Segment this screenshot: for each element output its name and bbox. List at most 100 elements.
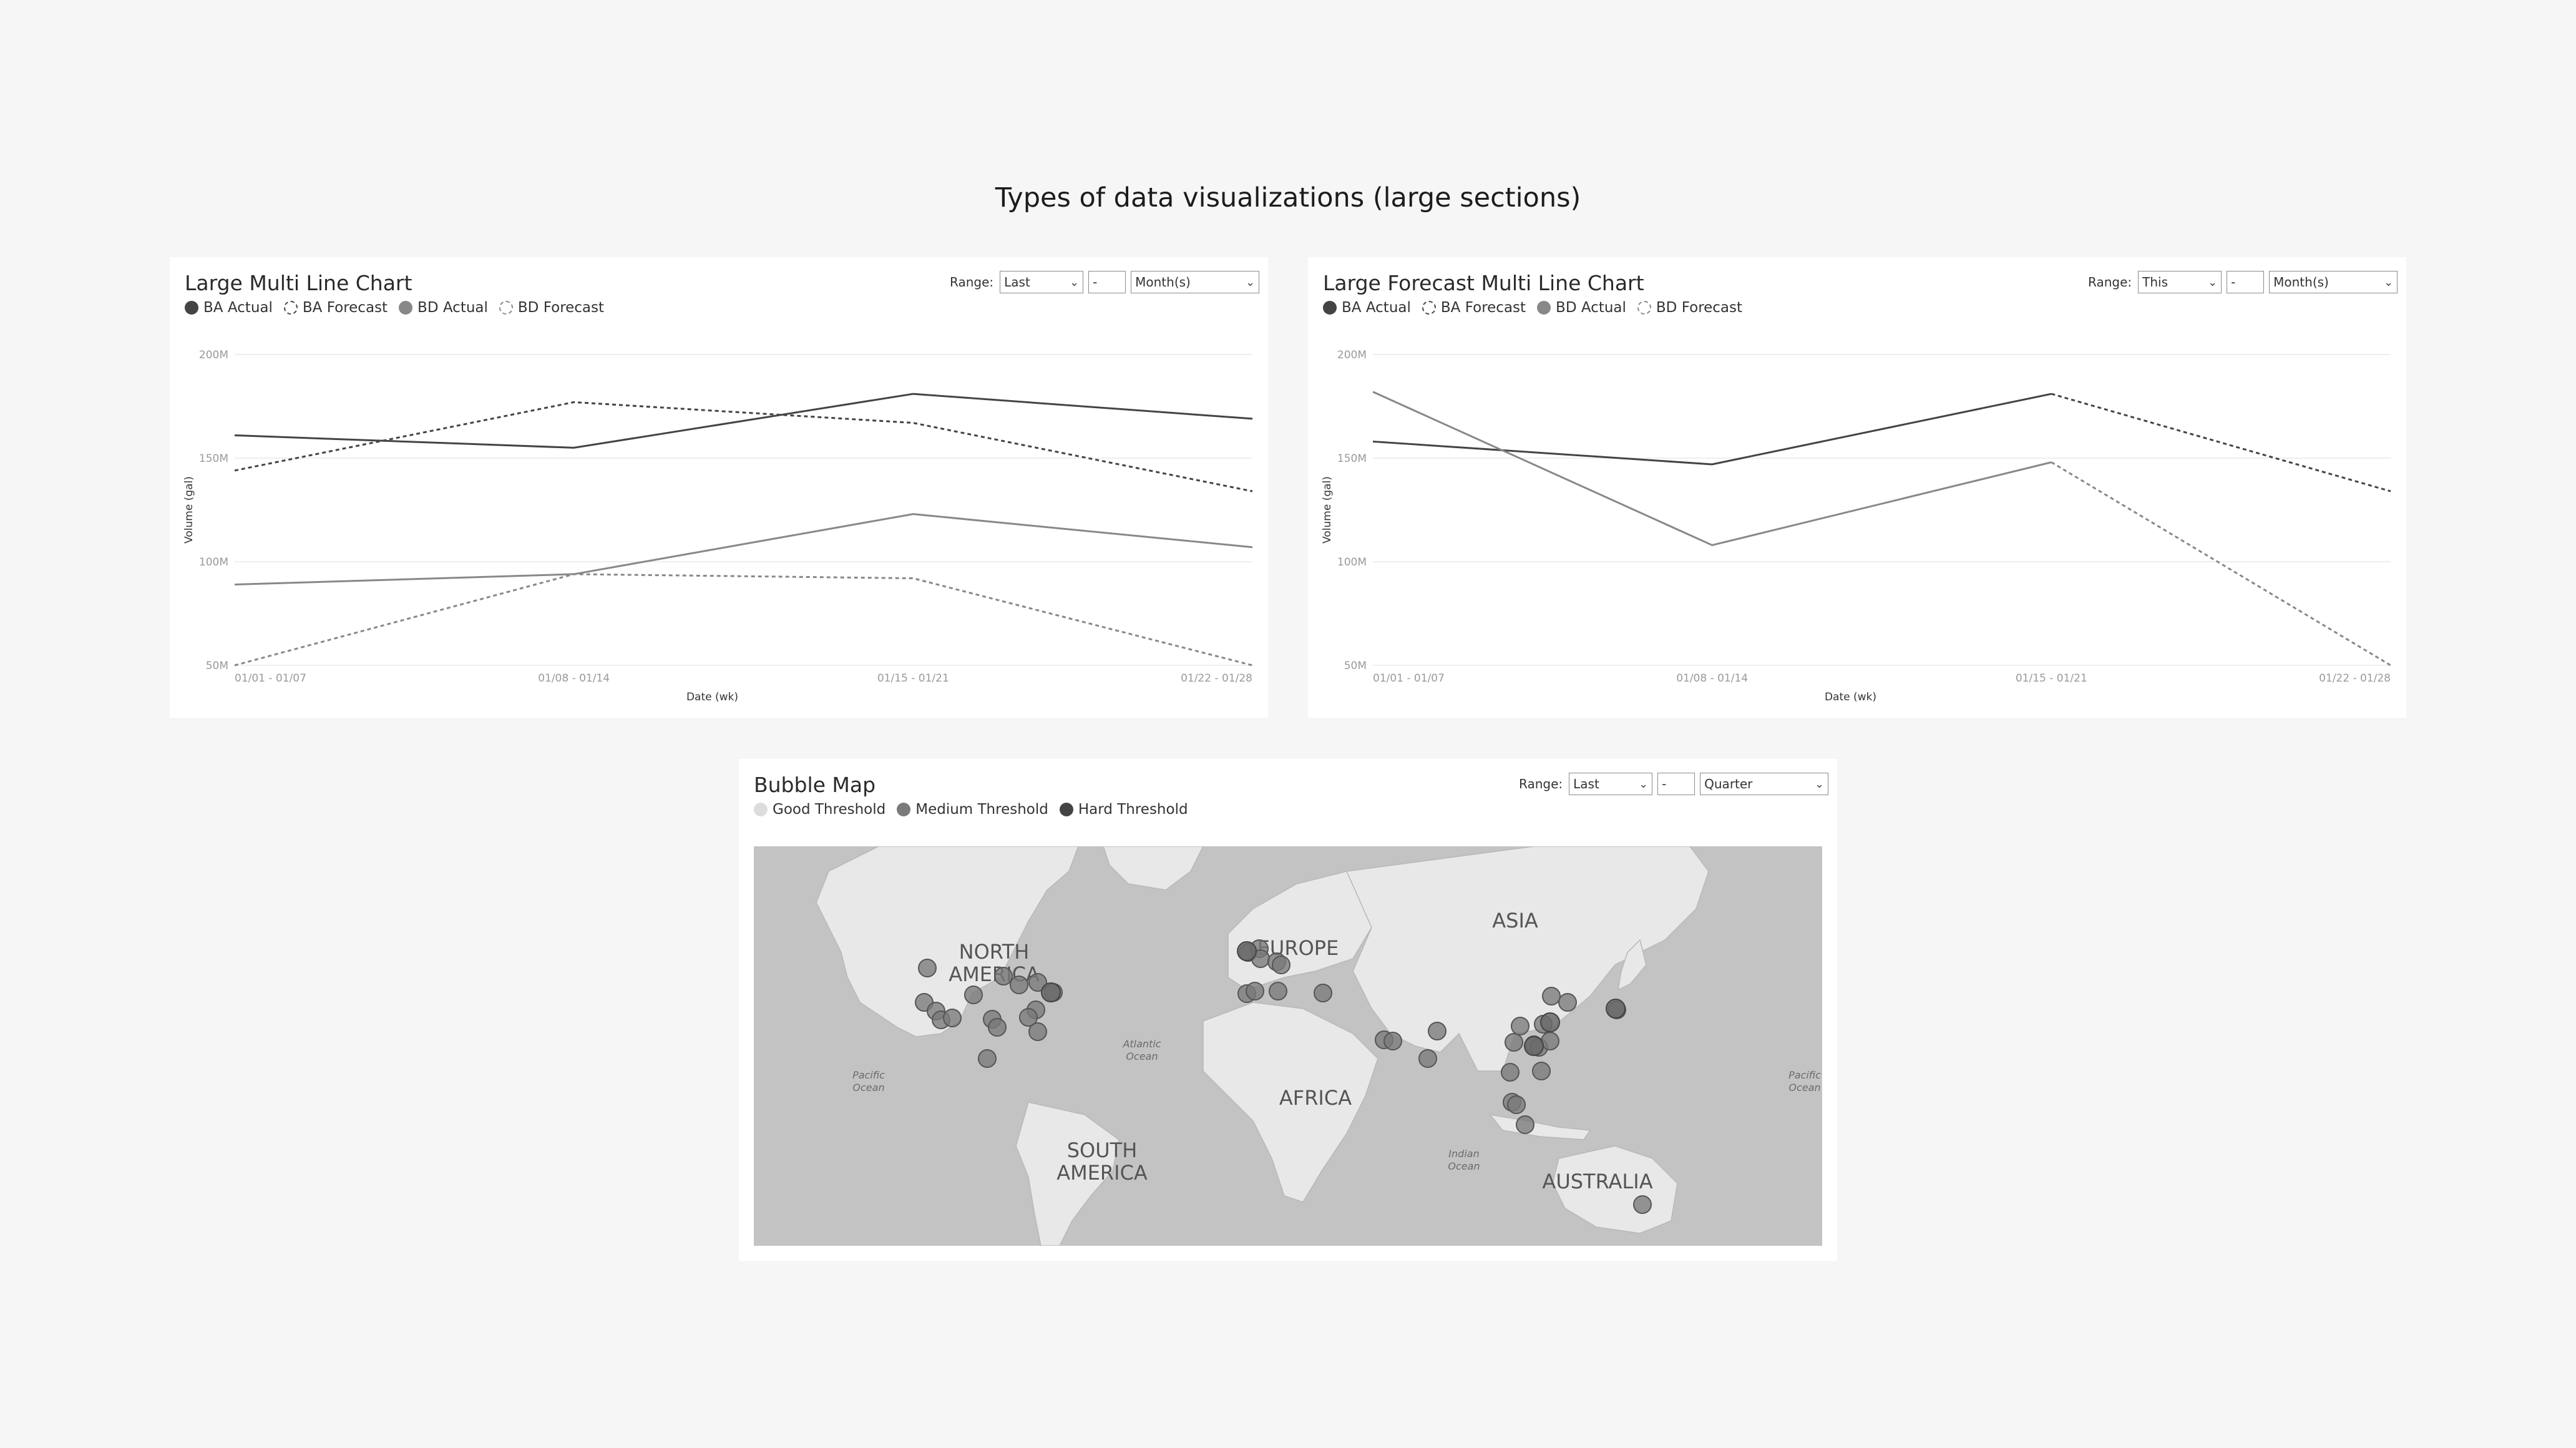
forecast-chart-plot: 200M 150M 100M 50M 01/01 - 01/07 01/08 - 01/1… bbox=[1321, 349, 2391, 703]
map-bubble[interactable] bbox=[1028, 973, 1047, 992]
x-tick-label: 01/22 - 01/28 bbox=[2319, 672, 2391, 685]
legend-item-ba-forecast[interactable]: BA Forecast bbox=[1422, 300, 1526, 316]
legend-item-ba-forecast[interactable]: BA Forecast bbox=[283, 300, 388, 316]
map-bubble[interactable] bbox=[1524, 1036, 1544, 1056]
map-bubble[interactable] bbox=[1272, 956, 1290, 974]
range-unit-select[interactable]: Month(s) ⌄ bbox=[1131, 271, 1260, 293]
range-filter: Range: This ⌄ - Month(s) ⌄ bbox=[2088, 271, 2403, 293]
map-bubble[interactable] bbox=[943, 1009, 962, 1027]
x-axis-label: Date (wk) bbox=[686, 691, 738, 703]
card-title: Large Forecast Multi Line Chart bbox=[1323, 271, 1644, 295]
select-value: Quarter bbox=[1704, 776, 1753, 791]
map-bubble[interactable] bbox=[1428, 1022, 1447, 1040]
input-value: - bbox=[1662, 776, 1667, 791]
map-bubble[interactable] bbox=[1010, 976, 1028, 994]
series-line-bd-forecast[interactable] bbox=[234, 573, 1253, 667]
map-label-south-america-2: AMERICA bbox=[1056, 1161, 1148, 1185]
range-unit-select[interactable]: Month(s) ⌄ bbox=[2269, 271, 2398, 293]
solid-dot-icon bbox=[399, 301, 413, 315]
map-bubble[interactable] bbox=[1501, 1063, 1520, 1082]
dashed-circle-icon bbox=[499, 301, 513, 315]
series-line-ba-actual[interactable] bbox=[1372, 393, 2052, 466]
legend-item-good[interactable]: Good Threshold bbox=[754, 801, 886, 818]
medium-dot-icon bbox=[897, 803, 911, 816]
map-bubble[interactable] bbox=[1505, 1033, 1523, 1052]
map-bubble[interactable] bbox=[1540, 1012, 1560, 1032]
map-label-pacific-left: Pacific bbox=[852, 1069, 885, 1081]
x-axis-label: Date (wk) bbox=[1825, 691, 1876, 703]
map-bubble[interactable] bbox=[1606, 999, 1626, 1019]
chevron-down-icon: ⌄ bbox=[1639, 777, 1649, 791]
legend-label: BA Actual bbox=[1342, 300, 1411, 316]
map-bubble[interactable] bbox=[918, 959, 937, 977]
legend-item-hard[interactable]: Hard Threshold bbox=[1059, 801, 1188, 818]
dark-dot-icon bbox=[1059, 803, 1073, 816]
series-line-bd-actual[interactable] bbox=[1372, 391, 2052, 547]
legend-item-bd-forecast[interactable]: BD Forecast bbox=[499, 300, 604, 316]
series-line-ba-forecast[interactable] bbox=[234, 401, 1253, 492]
select-value: Last bbox=[1573, 776, 1599, 791]
series-line-ba-forecast[interactable] bbox=[2051, 393, 2391, 492]
map-bubble[interactable] bbox=[1516, 1115, 1534, 1134]
map-bubble[interactable] bbox=[1541, 1032, 1559, 1050]
japan-shape bbox=[1617, 939, 1647, 991]
map-label-asia: ASIA bbox=[1492, 909, 1538, 932]
range-filter: Range: Last ⌄ - Quarter ⌄ bbox=[1519, 773, 1833, 795]
legend-item-bd-actual[interactable]: BD Actual bbox=[399, 300, 488, 316]
select-value: Last bbox=[1004, 275, 1030, 290]
range-count-input[interactable]: - bbox=[1657, 773, 1695, 795]
range-period-select[interactable]: This ⌄ bbox=[2138, 271, 2222, 293]
map-bubble[interactable] bbox=[1383, 1032, 1402, 1050]
map-bubble[interactable] bbox=[1633, 1195, 1652, 1214]
map-bubble[interactable] bbox=[1237, 941, 1257, 961]
range-period-select[interactable]: Last ⌄ bbox=[1569, 773, 1653, 795]
range-unit-select[interactable]: Quarter ⌄ bbox=[1700, 773, 1829, 795]
map-bubble[interactable] bbox=[1511, 1017, 1530, 1035]
x-tick-label: 01/01 - 01/07 bbox=[235, 672, 306, 685]
map-bubble[interactable] bbox=[1542, 987, 1561, 1005]
legend-item-medium[interactable]: Medium Threshold bbox=[897, 801, 1048, 818]
map-bubble[interactable] bbox=[978, 1049, 997, 1068]
map-bubble[interactable] bbox=[1041, 982, 1061, 1002]
y-tick-label: 150M bbox=[199, 452, 228, 465]
map-bubble[interactable] bbox=[964, 986, 983, 1004]
x-tick-label: 01/15 - 01/21 bbox=[877, 672, 949, 685]
chevron-down-icon: ⌄ bbox=[1815, 777, 1825, 791]
map-bubble[interactable] bbox=[1532, 1062, 1551, 1080]
range-count-input[interactable]: - bbox=[1088, 271, 1126, 293]
africa-shape bbox=[1203, 1002, 1378, 1203]
legend-item-ba-actual[interactable]: BA Actual bbox=[1323, 300, 1411, 316]
world-map[interactable]: NORTH AMERICA SOUTH AMERICA EUROPE ASIA … bbox=[754, 846, 1822, 1246]
map-bubble[interactable] bbox=[1507, 1095, 1526, 1114]
map-bubble[interactable] bbox=[1558, 993, 1577, 1012]
chevron-down-icon: ⌄ bbox=[1070, 275, 1080, 289]
map-label-africa: AFRICA bbox=[1279, 1086, 1352, 1110]
series-line-ba-actual[interactable] bbox=[234, 393, 1253, 449]
map-bubble[interactable] bbox=[994, 967, 1013, 986]
range-count-input[interactable]: - bbox=[2227, 271, 2265, 293]
series-line-bd-actual[interactable] bbox=[234, 513, 1253, 586]
select-value: Month(s) bbox=[2273, 275, 2329, 290]
legend-item-ba-actual[interactable]: BA Actual bbox=[185, 300, 273, 316]
map-bubble[interactable] bbox=[1418, 1049, 1437, 1068]
x-tick-label: 01/01 - 01/07 bbox=[1373, 672, 1445, 685]
legend-item-bd-forecast[interactable]: BD Forecast bbox=[1637, 300, 1742, 316]
series-line-bd-forecast[interactable] bbox=[2051, 461, 2391, 667]
map-bubble[interactable] bbox=[1269, 982, 1287, 1000]
y-tick-label: 50M bbox=[1344, 660, 1367, 672]
map-bubble[interactable] bbox=[1314, 984, 1332, 1002]
y-tick-label: 200M bbox=[1337, 349, 1367, 361]
range-period-select[interactable]: Last ⌄ bbox=[1000, 271, 1084, 293]
map-bubble[interactable] bbox=[1028, 1022, 1047, 1041]
x-tick-label: 01/15 - 01/21 bbox=[2016, 672, 2087, 685]
y-tick-label: 150M bbox=[1337, 452, 1367, 465]
input-value: - bbox=[2231, 275, 2236, 290]
map-bubble[interactable] bbox=[988, 1018, 1007, 1037]
map-bubble[interactable] bbox=[1019, 1008, 1038, 1027]
map-legend: Good Threshold Medium Threshold Hard Thr… bbox=[754, 801, 1199, 818]
y-tick-label: 200M bbox=[199, 349, 228, 361]
map-bubble[interactable] bbox=[1246, 982, 1264, 1000]
chevron-down-icon: ⌄ bbox=[1246, 275, 1256, 289]
legend-item-bd-actual[interactable]: BD Actual bbox=[1537, 300, 1626, 316]
dashed-circle-icon bbox=[283, 301, 298, 315]
